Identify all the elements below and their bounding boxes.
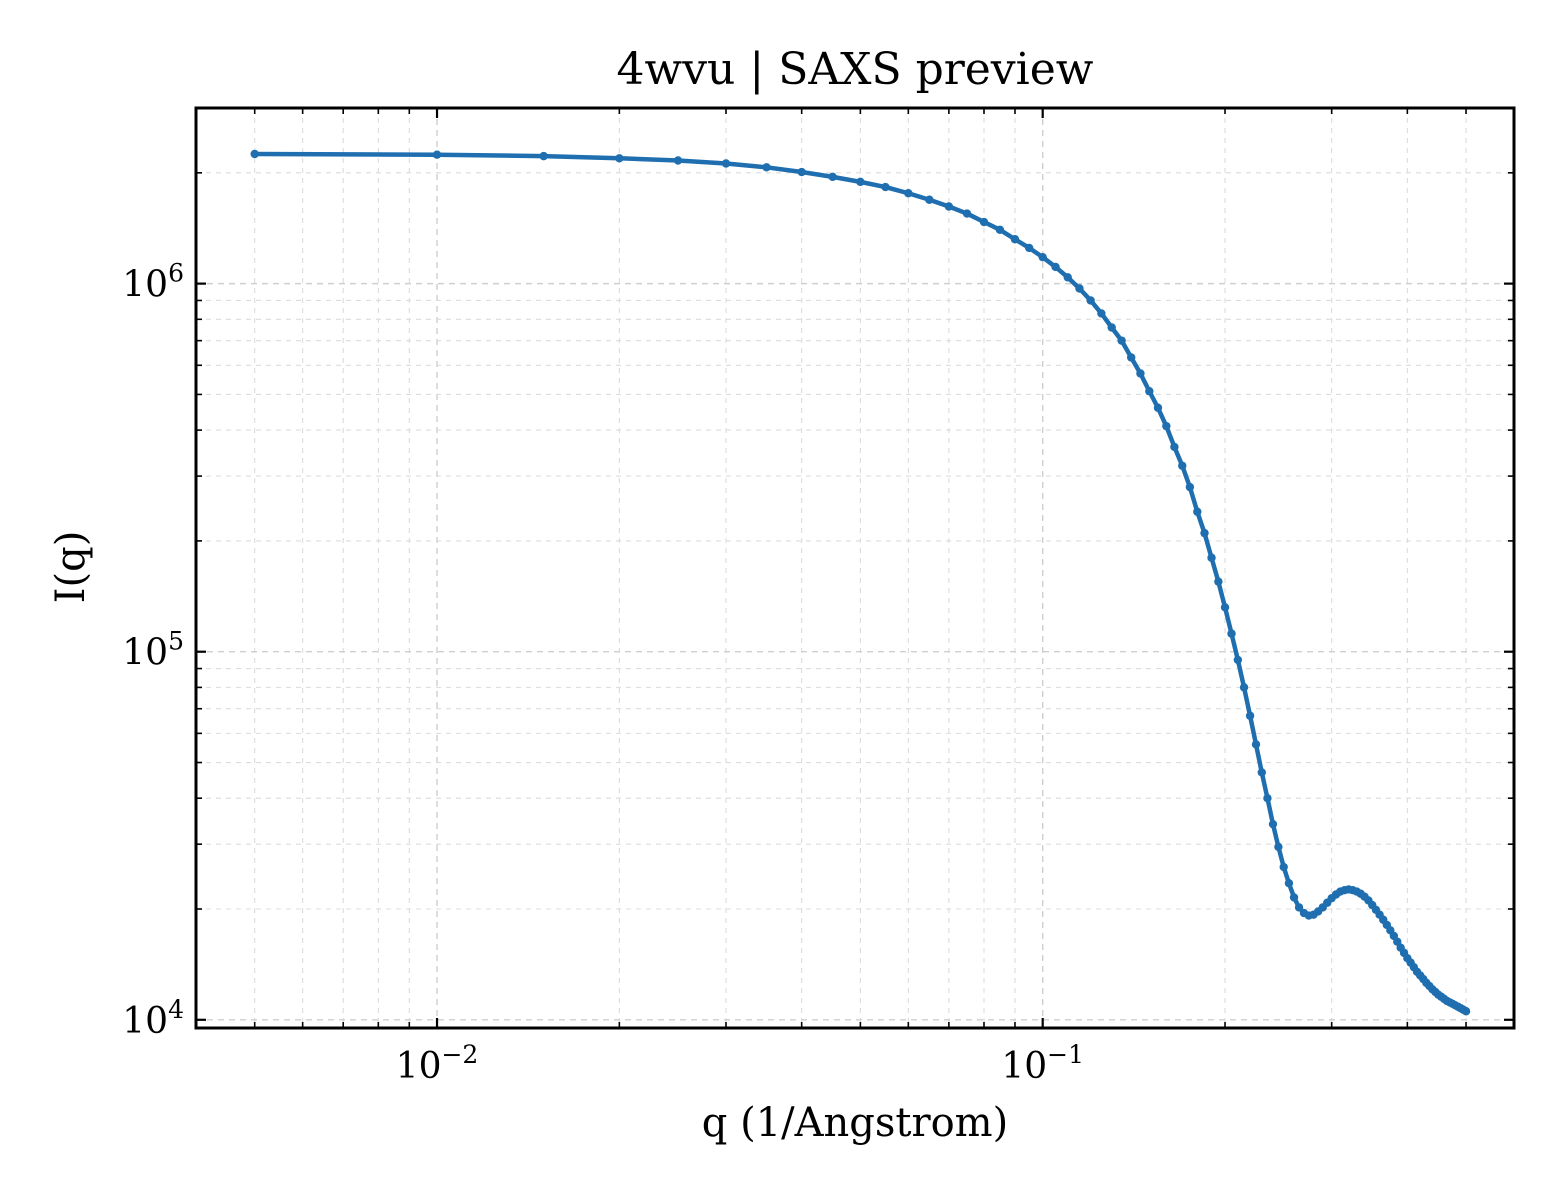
data-point [1136,369,1145,378]
data-point [1289,893,1299,902]
y-axis-label: I(q) [48,531,94,604]
data-point [1257,768,1266,777]
data-point [1178,461,1187,470]
data-point [995,225,1005,235]
data-point [1153,403,1163,412]
y-tick-label-base: 10 [122,1001,168,1042]
y-tick-label-base: 10 [122,633,168,674]
data-point [1274,842,1283,852]
x-tick-label-base: 10 [396,1046,442,1087]
data-point [1107,323,1116,332]
data-point [962,209,972,218]
data-point [615,154,624,163]
y-tick-label: 105 [122,627,184,674]
data-point [1233,655,1243,665]
data-point [1279,862,1288,872]
data-point [762,163,771,172]
data-point [1193,507,1202,516]
y-tick-label-exponent: 5 [168,627,184,656]
data-point [1263,793,1272,803]
data-point [925,195,934,204]
data-point [1251,740,1261,749]
data-point [979,217,989,227]
data-point [1097,309,1106,318]
data-point [1220,603,1230,612]
data-point [1010,235,1020,244]
data-point [1127,353,1136,362]
data-point [1227,629,1236,638]
data-point [828,172,837,182]
data-point [1145,387,1154,396]
data-point [1461,1007,1471,1016]
data-point [944,202,954,211]
data-point [432,150,442,159]
x-tick-label-base: 10 [1001,1046,1047,1087]
data-point [1170,442,1179,452]
y-tick-label-exponent: 6 [168,259,184,288]
data-point [1117,336,1126,345]
x-tick-label-exponent: −2 [441,1040,478,1069]
data-point [1185,482,1195,492]
data-point [1245,711,1255,720]
chart-title: 4wvu | SAXS preview [617,44,1094,95]
data-point [1207,553,1216,562]
data-point [250,149,259,159]
data-point [1200,528,1209,538]
grid [195,107,1514,1028]
x-tick-label: 10−2 [396,1040,479,1087]
x-tick-label: 10−1 [1001,1040,1084,1087]
data-point [1075,284,1084,293]
data-point [1025,243,1034,253]
y-tick-label-exponent: 4 [168,995,184,1024]
data-point [881,182,890,192]
data-point [1239,683,1249,692]
x-tick-label-exponent: −1 [1047,1040,1084,1069]
series-layer [250,149,1471,1016]
x-axis-label: q (1/Angstrom) [702,1100,1008,1146]
data-point [721,159,731,168]
y-tick-label-base: 10 [122,265,168,306]
data-point [1086,296,1095,305]
data-point [539,151,548,161]
y-tick-label: 106 [122,259,184,306]
data-point [1268,819,1278,829]
data-point [904,189,913,198]
data-point [1214,577,1223,586]
data-point [856,177,865,187]
data-point [1051,262,1060,272]
y-tick-label: 104 [122,995,184,1042]
plot-frame [194,106,1516,1030]
data-point [1162,421,1171,431]
data-point [1294,903,1304,912]
data-point [1063,273,1072,282]
data-point [1284,879,1294,888]
data-point [673,156,683,165]
data-point [797,167,806,177]
data-point [1038,252,1047,262]
